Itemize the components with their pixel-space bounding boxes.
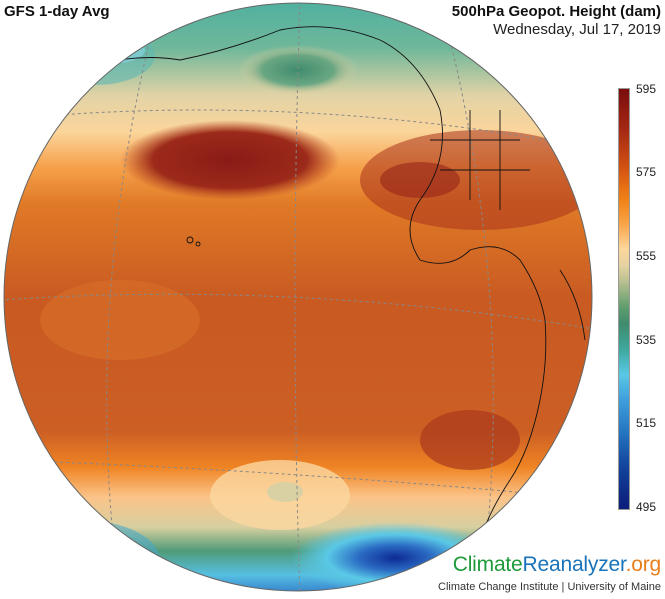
model-title: GFS 1-day Avg (4, 3, 110, 20)
colorbar-tick-495: 495 (636, 500, 657, 514)
brand-part-climate: Climate (452, 553, 523, 576)
colorbar-tick-595: 595 (636, 82, 657, 96)
brand-subtitle: Climate Change Institute | University of… (438, 581, 661, 593)
colorbar-tick-535: 535 (636, 333, 657, 347)
colorbar-tick-515: 515 (636, 416, 657, 430)
map-title-block: 500hPa Geopot. Height (dam) Wednesday, J… (452, 3, 661, 39)
colorbar (618, 88, 630, 510)
brand-part-reanalyzer: Reanalyzer (522, 553, 626, 576)
brand-part-org: .org (625, 553, 662, 576)
colorbar-tick-555: 555 (636, 249, 657, 263)
brand-logo: ClimateReanalyzer.org (453, 553, 661, 577)
globe-map (3, 2, 593, 592)
variable-title: 500hPa Geopot. Height (dam) (451, 3, 661, 20)
date-label: Wednesday, Jul 17, 2019 (493, 21, 661, 38)
colorbar-tick-575: 575 (636, 165, 657, 179)
